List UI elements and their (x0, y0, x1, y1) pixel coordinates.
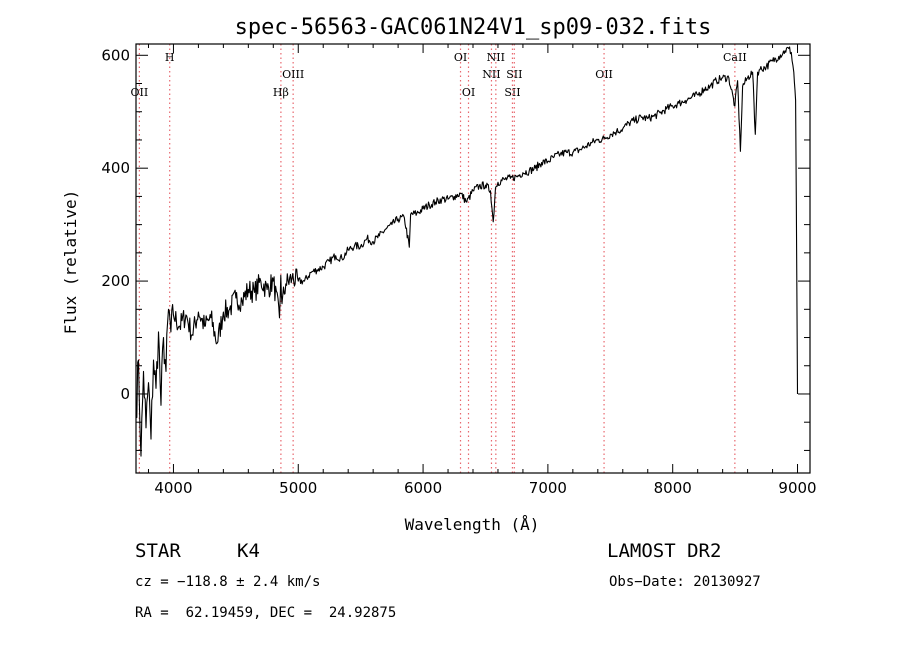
x-axis-label: Wavelength (Å) (405, 515, 540, 534)
chart-title: spec-56563-GAC061N24V1_sp09-032.fits (235, 15, 712, 40)
axis-ticks: 4000 5000 6000 7000 8000 9000 0 200 400 600 (101, 44, 817, 497)
line-label: CaII (723, 51, 747, 64)
survey-name: LAMOST DR2 (607, 540, 722, 562)
y-axis-label: Flux (relative) (61, 190, 80, 335)
object-subclass: K4 (237, 540, 260, 562)
y-tick-label: 400 (101, 159, 130, 177)
y-tick-label: 0 (120, 385, 130, 403)
coordinates-readout: RA = 62.19459, DEC = 24.92875 (135, 605, 397, 621)
x-tick-label: 9000 (778, 479, 816, 497)
line-label: OII (131, 86, 149, 99)
x-tick-label: 6000 (404, 479, 442, 497)
line-label: NII (482, 68, 500, 81)
line-label: SII (504, 86, 520, 99)
line-label: OI (454, 51, 467, 64)
line-label: OIII (282, 68, 304, 81)
spectrum-line (135, 46, 799, 457)
line-label: H (165, 51, 175, 64)
x-tick-label: 4000 (154, 479, 192, 497)
x-tick-label: 7000 (529, 479, 567, 497)
line-label: OII (595, 68, 613, 81)
y-tick-label: 200 (101, 272, 130, 290)
line-label: NII (487, 51, 505, 64)
line-label: Hβ (273, 86, 289, 99)
object-class: STAR (135, 540, 181, 562)
line-label: SII (506, 68, 522, 81)
redshift-readout: cz = −118.8 ± 2.4 km/s (135, 574, 321, 590)
observation-date: Obs−Date: 20130927 (609, 574, 761, 590)
x-tick-label: 8000 (654, 479, 692, 497)
plot-frame (135, 43, 811, 474)
x-tick-label: 5000 (279, 479, 317, 497)
line-label: OI (462, 86, 475, 99)
y-tick-label: 600 (101, 46, 130, 64)
